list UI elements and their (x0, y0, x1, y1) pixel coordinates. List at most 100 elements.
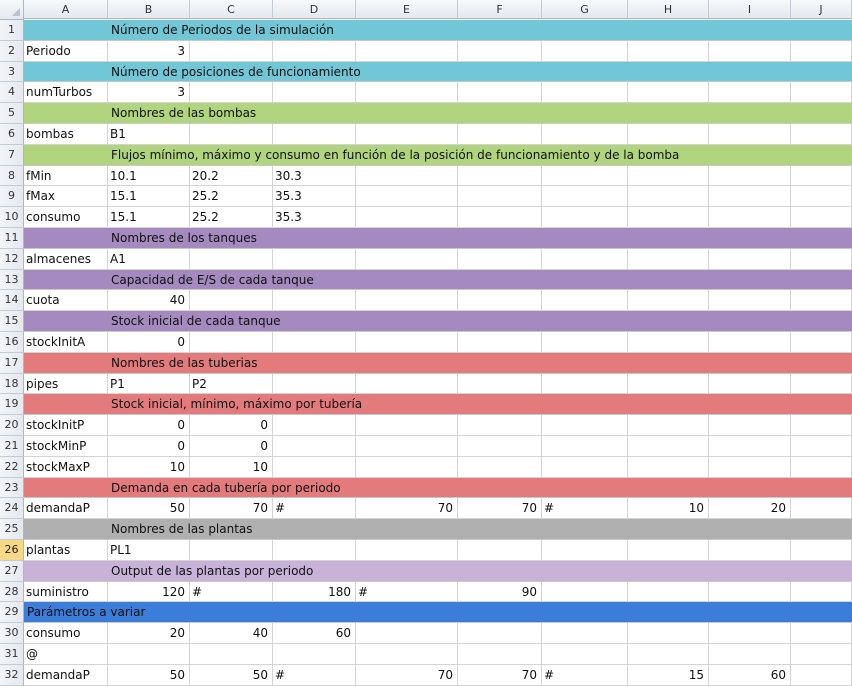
column-header-f[interactable]: F (458, 0, 542, 19)
cell-c14[interactable] (190, 290, 273, 312)
cell-h4[interactable] (628, 82, 709, 104)
row-header-27[interactable]: 27 (0, 560, 24, 582)
cell-h32[interactable]: 15 (628, 664, 709, 686)
row-header-24[interactable]: 24 (0, 498, 24, 520)
row-header-19[interactable]: 19 (0, 394, 24, 416)
cell-a16[interactable]: stockInitA (24, 331, 108, 353)
cell-d32[interactable]: # (273, 664, 356, 686)
cell-i8[interactable] (709, 165, 791, 187)
cell-i28[interactable] (709, 581, 791, 603)
row-header-11[interactable]: 11 (0, 227, 24, 249)
cell-g28[interactable] (542, 581, 628, 603)
cell-d14[interactable] (273, 290, 356, 312)
cell-h12[interactable] (628, 248, 709, 270)
row-header-8[interactable]: 8 (0, 165, 24, 187)
row-header-18[interactable]: 18 (0, 373, 24, 395)
cell-g12[interactable] (542, 248, 628, 270)
cell-i32[interactable]: 60 (709, 664, 791, 686)
section-header-band[interactable]: Nombres de las bombas (24, 103, 852, 124)
column-header-c[interactable]: C (190, 0, 273, 19)
cell-a26[interactable]: plantas (24, 539, 108, 561)
cell-i14[interactable] (709, 290, 791, 312)
cell-h21[interactable] (628, 435, 709, 457)
cell-g9[interactable] (542, 186, 628, 208)
cell-b18[interactable]: P1 (108, 373, 190, 395)
cell-d24[interactable]: # (273, 498, 356, 520)
cell-e14[interactable] (356, 290, 458, 312)
cell-e16[interactable] (356, 331, 458, 353)
cell-c6[interactable] (190, 123, 273, 145)
cell-i31[interactable] (709, 643, 791, 665)
cell-a30[interactable]: consumo (24, 623, 108, 644)
cell-c2[interactable] (190, 40, 273, 62)
cell-d31[interactable] (273, 643, 356, 665)
section-header-band[interactable]: Parámetros a variar (24, 602, 852, 624)
cell-d26[interactable] (273, 539, 356, 561)
cell-i9[interactable] (709, 186, 791, 208)
cell-c9[interactable]: 25.2 (190, 186, 273, 208)
cell-c10[interactable]: 25.2 (190, 207, 273, 228)
cell-a21[interactable]: stockMinP (24, 435, 108, 457)
row-header-12[interactable]: 12 (0, 248, 24, 270)
cell-e18[interactable] (356, 373, 458, 395)
cell-a4[interactable]: numTurbos (24, 82, 108, 104)
cell-j31[interactable] (791, 643, 852, 665)
cell-h16[interactable] (628, 331, 709, 353)
cell-b30[interactable]: 20 (108, 623, 190, 644)
cell-a2[interactable]: Periodo (24, 40, 108, 62)
section-header-band[interactable]: Nombres de los tanques (24, 227, 852, 249)
section-header-band[interactable]: Demanda en cada tubería por periodo (24, 477, 852, 499)
cell-i10[interactable] (709, 207, 791, 228)
cell-b2[interactable]: 3 (108, 40, 190, 62)
row-header-15[interactable]: 15 (0, 311, 24, 332)
cell-d18[interactable] (273, 373, 356, 395)
section-header-band[interactable]: Número de posiciones de funcionamiento (24, 61, 852, 83)
row-header-16[interactable]: 16 (0, 331, 24, 353)
cell-g21[interactable] (542, 435, 628, 457)
cell-h9[interactable] (628, 186, 709, 208)
row-header-6[interactable]: 6 (0, 123, 24, 145)
cell-f10[interactable] (458, 207, 542, 228)
row-header-17[interactable]: 17 (0, 352, 24, 374)
cell-g31[interactable] (542, 643, 628, 665)
cell-i24[interactable]: 20 (709, 498, 791, 520)
cell-j21[interactable] (791, 435, 852, 457)
cell-f2[interactable] (458, 40, 542, 62)
cell-d30[interactable]: 60 (273, 623, 356, 644)
cell-e6[interactable] (356, 123, 458, 145)
cell-e4[interactable] (356, 82, 458, 104)
row-header-32[interactable]: 32 (0, 664, 24, 686)
cell-g32[interactable]: # (542, 664, 628, 686)
cell-f8[interactable] (458, 165, 542, 187)
section-header-band[interactable]: Flujos mínimo, máximo y consumo en funci… (24, 144, 852, 166)
row-header-1[interactable]: 1 (0, 20, 24, 41)
cell-a24[interactable]: demandaP (24, 498, 108, 520)
cell-d21[interactable] (273, 435, 356, 457)
row-header-5[interactable]: 5 (0, 103, 24, 124)
column-header-j[interactable]: J (791, 0, 852, 19)
cell-j2[interactable] (791, 40, 852, 62)
column-header-h[interactable]: H (628, 0, 709, 19)
cell-d10[interactable]: 35.3 (273, 207, 356, 228)
cell-f22[interactable] (458, 456, 542, 478)
cell-j30[interactable] (791, 623, 852, 644)
cell-e24[interactable]: 70 (356, 498, 458, 520)
cell-j8[interactable] (791, 165, 852, 187)
cell-a8[interactable]: fMin (24, 165, 108, 187)
cell-d12[interactable] (273, 248, 356, 270)
cell-h2[interactable] (628, 40, 709, 62)
select-all-corner[interactable] (0, 0, 24, 20)
cell-e9[interactable] (356, 186, 458, 208)
cell-i26[interactable] (709, 539, 791, 561)
column-header-e[interactable]: E (356, 0, 458, 19)
cell-j6[interactable] (791, 123, 852, 145)
cell-f30[interactable] (458, 623, 542, 644)
cell-j9[interactable] (791, 186, 852, 208)
cell-j16[interactable] (791, 331, 852, 353)
cell-i20[interactable] (709, 415, 791, 436)
row-header-31[interactable]: 31 (0, 643, 24, 665)
cell-j10[interactable] (791, 207, 852, 228)
cell-f6[interactable] (458, 123, 542, 145)
cell-f9[interactable] (458, 186, 542, 208)
row-header-7[interactable]: 7 (0, 144, 24, 166)
